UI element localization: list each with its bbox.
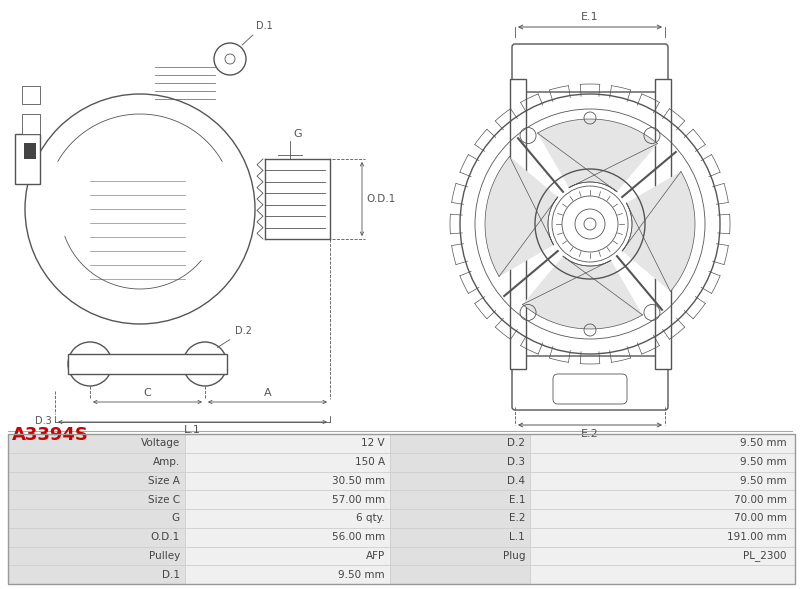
Bar xyxy=(8,472,185,490)
Text: L.1: L.1 xyxy=(510,532,525,542)
Bar xyxy=(8,565,185,584)
Text: D.2: D.2 xyxy=(507,438,525,448)
Polygon shape xyxy=(522,256,642,329)
Bar xyxy=(185,472,390,490)
Text: D.1: D.1 xyxy=(256,21,273,31)
Text: 30.50 mm: 30.50 mm xyxy=(332,476,385,486)
Text: Amp.: Amp. xyxy=(153,457,180,467)
Text: E.1: E.1 xyxy=(581,12,599,22)
Bar xyxy=(24,143,36,159)
Bar xyxy=(530,565,795,584)
Text: 9.50 mm: 9.50 mm xyxy=(740,457,787,467)
Bar xyxy=(654,79,670,369)
Bar xyxy=(530,490,795,509)
Text: AFP: AFP xyxy=(366,551,385,561)
Bar xyxy=(185,547,390,565)
Bar xyxy=(8,490,185,509)
Bar xyxy=(185,509,390,528)
Bar xyxy=(8,509,185,528)
Text: 57.00 mm: 57.00 mm xyxy=(332,495,385,505)
Text: D.1: D.1 xyxy=(162,570,180,580)
Text: 6 qty.: 6 qty. xyxy=(356,514,385,524)
Text: 150 A: 150 A xyxy=(355,457,385,467)
FancyBboxPatch shape xyxy=(553,374,627,404)
Bar xyxy=(185,490,390,509)
Bar xyxy=(390,565,530,584)
Bar xyxy=(530,453,795,472)
Text: O.D.1: O.D.1 xyxy=(366,194,395,204)
Text: L.1: L.1 xyxy=(184,425,201,435)
Text: Plug: Plug xyxy=(502,551,525,561)
Bar xyxy=(8,434,185,453)
Bar xyxy=(530,528,795,547)
Bar xyxy=(8,528,185,547)
Bar xyxy=(530,547,795,565)
Text: Size C: Size C xyxy=(148,495,180,505)
Text: 9.50 mm: 9.50 mm xyxy=(740,476,787,486)
Text: G: G xyxy=(172,514,180,524)
Text: A: A xyxy=(264,388,271,398)
Polygon shape xyxy=(538,119,658,192)
Text: 70.00 mm: 70.00 mm xyxy=(734,514,787,524)
Text: D.3: D.3 xyxy=(35,416,52,426)
Text: Voltage: Voltage xyxy=(141,438,180,448)
Text: G: G xyxy=(293,129,302,139)
Text: E.2: E.2 xyxy=(581,429,599,439)
Bar xyxy=(390,528,530,547)
Text: 9.50 mm: 9.50 mm xyxy=(338,570,385,580)
Text: O.D.1: O.D.1 xyxy=(150,532,180,542)
Bar xyxy=(390,434,530,453)
Bar xyxy=(530,434,795,453)
Bar xyxy=(530,509,795,528)
Bar xyxy=(185,453,390,472)
Text: Size A: Size A xyxy=(148,476,180,486)
Bar xyxy=(22,114,40,134)
Bar xyxy=(390,490,530,509)
Bar xyxy=(390,547,530,565)
Text: Pulley: Pulley xyxy=(149,551,180,561)
Polygon shape xyxy=(622,171,695,292)
Text: 70.00 mm: 70.00 mm xyxy=(734,495,787,505)
Text: 56.00 mm: 56.00 mm xyxy=(332,532,385,542)
Text: 191.00 mm: 191.00 mm xyxy=(727,532,787,542)
Text: 9.50 mm: 9.50 mm xyxy=(740,438,787,448)
Bar xyxy=(15,134,40,184)
Bar xyxy=(185,565,390,584)
Text: 12 V: 12 V xyxy=(362,438,385,448)
FancyBboxPatch shape xyxy=(512,356,668,410)
Polygon shape xyxy=(485,157,558,276)
Bar xyxy=(390,509,530,528)
Bar xyxy=(390,472,530,490)
Text: D.3: D.3 xyxy=(507,457,525,467)
Text: A3394S: A3394S xyxy=(12,426,89,444)
Text: PL_2300: PL_2300 xyxy=(743,551,787,561)
Bar xyxy=(68,354,227,374)
Bar xyxy=(185,528,390,547)
Text: C: C xyxy=(144,388,151,398)
Bar xyxy=(530,472,795,490)
Bar xyxy=(8,453,185,472)
FancyBboxPatch shape xyxy=(512,44,668,92)
Bar xyxy=(22,86,40,104)
Bar xyxy=(8,434,795,584)
Text: D.2: D.2 xyxy=(218,326,252,348)
Bar xyxy=(510,79,526,369)
Bar xyxy=(390,453,530,472)
Bar xyxy=(8,547,185,565)
Text: E.2: E.2 xyxy=(509,514,525,524)
Text: D.4: D.4 xyxy=(507,476,525,486)
Text: E.1: E.1 xyxy=(509,495,525,505)
Bar xyxy=(185,434,390,453)
